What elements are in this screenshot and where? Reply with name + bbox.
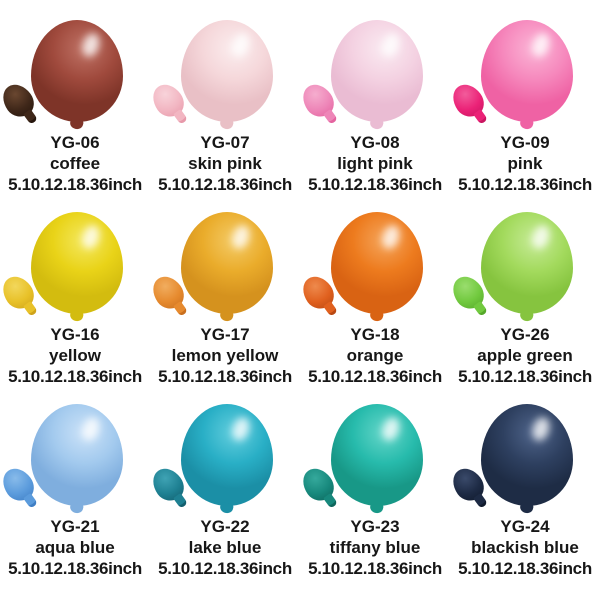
balloon-large-image	[331, 20, 423, 122]
balloon-catalog-grid: YG-06 coffee 5.10.12.18.36inch YG-07 ski…	[0, 0, 600, 584]
product-photo	[0, 8, 150, 132]
product-photo	[296, 8, 450, 132]
product-photo	[146, 392, 300, 516]
product-code: YG-16	[50, 325, 100, 344]
product-photo	[446, 392, 600, 516]
product-sizes: 5.10.12.18.36inch	[308, 367, 442, 386]
product-color-name: light pink	[337, 154, 413, 173]
product-code: YG-18	[350, 325, 400, 344]
product-sizes: 5.10.12.18.36inch	[158, 367, 292, 386]
balloon-small-stem	[472, 301, 488, 318]
balloon-large-image	[31, 20, 123, 122]
product-sizes: 5.10.12.18.36inch	[308, 559, 442, 578]
product-photo	[0, 200, 150, 324]
product-sizes: 5.10.12.18.36inch	[158, 175, 292, 194]
product-photo	[296, 392, 450, 516]
balloon-large-image	[181, 212, 273, 314]
balloon-small-stem	[22, 109, 38, 126]
product-code: YG-08	[350, 133, 400, 152]
product-card-yg-18: YG-18 orange 5.10.12.18.36inch	[296, 200, 450, 392]
balloon-large-image	[481, 404, 573, 506]
balloon-small-stem	[22, 493, 38, 510]
balloon-small-stem	[472, 493, 488, 510]
product-photo	[146, 200, 300, 324]
product-code: YG-07	[200, 133, 250, 152]
balloon-large-image	[331, 212, 423, 314]
product-card-yg-17: YG-17 lemon yellow 5.10.12.18.36inch	[146, 200, 300, 392]
product-code: YG-24	[500, 517, 550, 536]
product-code: YG-17	[200, 325, 250, 344]
product-color-name: yellow	[49, 346, 101, 365]
balloon-small-stem	[322, 301, 338, 318]
balloon-large-image	[181, 404, 273, 506]
balloon-large-image	[481, 212, 573, 314]
balloon-small-stem	[322, 493, 338, 510]
product-card-yg-22: YG-22 lake blue 5.10.12.18.36inch	[146, 392, 300, 584]
product-card-yg-24: YG-24 blackish blue 5.10.12.18.36inch	[446, 392, 600, 584]
balloon-small-stem	[172, 109, 188, 126]
product-card-yg-07: YG-07 skin pink 5.10.12.18.36inch	[146, 8, 300, 200]
product-sizes: 5.10.12.18.36inch	[8, 559, 142, 578]
product-card-yg-26: YG-26 apple green 5.10.12.18.36inch	[446, 200, 600, 392]
product-code: YG-09	[500, 133, 550, 152]
product-sizes: 5.10.12.18.36inch	[8, 367, 142, 386]
product-photo	[0, 392, 150, 516]
product-color-name: coffee	[49, 154, 101, 173]
product-photo	[146, 8, 300, 132]
product-sizes: 5.10.12.18.36inch	[458, 367, 592, 386]
balloon-large-image	[181, 20, 273, 122]
product-card-yg-06: YG-06 coffee 5.10.12.18.36inch	[0, 8, 150, 200]
product-card-yg-09: YG-09 pink 5.10.12.18.36inch	[446, 8, 600, 200]
balloon-large-image	[31, 212, 123, 314]
product-code: YG-21	[50, 517, 100, 536]
product-color-name: tiffany blue	[329, 538, 421, 557]
product-sizes: 5.10.12.18.36inch	[458, 559, 592, 578]
balloon-small-stem	[172, 493, 188, 510]
product-sizes: 5.10.12.18.36inch	[8, 175, 142, 194]
balloon-large-image	[481, 20, 573, 122]
balloon-large-image	[31, 404, 123, 506]
product-color-name: lemon yellow	[171, 346, 279, 365]
product-code: YG-26	[500, 325, 550, 344]
product-code: YG-23	[350, 517, 400, 536]
product-color-name: pink	[507, 154, 543, 173]
balloon-small-stem	[472, 109, 488, 126]
product-photo	[296, 200, 450, 324]
balloon-small-stem	[322, 109, 338, 126]
product-color-name: aqua blue	[35, 538, 115, 557]
balloon-small-stem	[22, 301, 38, 318]
product-code: YG-06	[50, 133, 100, 152]
product-code: YG-22	[200, 517, 250, 536]
product-card-yg-16: YG-16 yellow 5.10.12.18.36inch	[0, 200, 150, 392]
product-color-name: blackish blue	[471, 538, 579, 557]
product-sizes: 5.10.12.18.36inch	[308, 175, 442, 194]
balloon-large-image	[331, 404, 423, 506]
product-photo	[446, 200, 600, 324]
product-color-name: skin pink	[188, 154, 262, 173]
product-color-name: apple green	[477, 346, 573, 365]
product-sizes: 5.10.12.18.36inch	[458, 175, 592, 194]
product-photo	[446, 8, 600, 132]
product-color-name: orange	[346, 346, 404, 365]
product-sizes: 5.10.12.18.36inch	[158, 559, 292, 578]
balloon-small-stem	[172, 301, 188, 318]
product-card-yg-21: YG-21 aqua blue 5.10.12.18.36inch	[0, 392, 150, 584]
product-color-name: lake blue	[188, 538, 262, 557]
product-card-yg-08: YG-08 light pink 5.10.12.18.36inch	[296, 8, 450, 200]
product-card-yg-23: YG-23 tiffany blue 5.10.12.18.36inch	[296, 392, 450, 584]
